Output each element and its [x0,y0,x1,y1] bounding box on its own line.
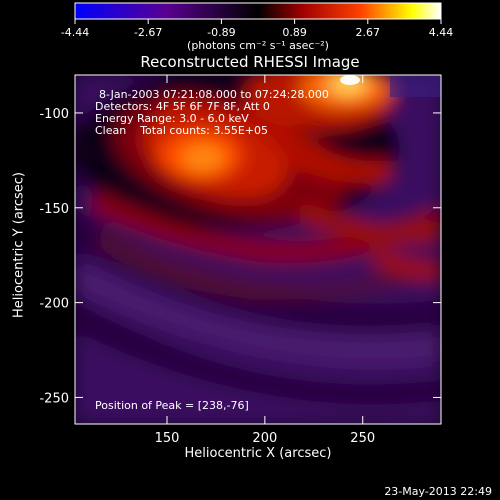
peak-annotation: Position of Peak = [238,-76] [95,399,249,412]
y-tick-label: -150 [39,202,69,217]
colorbar [74,2,442,20]
colorbar-tick-label: -4.44 [61,26,89,39]
y-tick-label: -100 [39,107,69,122]
energy-annotation: Energy Range: 3.0 - 6.0 keV [95,112,249,125]
x-tick-label: 200 [252,431,277,446]
colorbar-tick-label: 2.67 [356,26,381,39]
colorbar-tick-label: 0.89 [282,26,307,39]
chart-title: Reconstructed RHESSI Image [140,53,360,71]
y-axis-label: Heliocentric Y (arcsec) [11,172,27,318]
heatmap-image [75,75,441,424]
footer-timestamp: 23-May-2013 22:49 [384,485,492,498]
colorbar-tick-label: 4.44 [429,26,454,39]
colorbar-tick-label: -2.67 [134,26,162,39]
detectors-annotation: Detectors: 4F 5F 6F 7F 8F, Att 0 [95,100,270,113]
y-tick-label: -200 [39,297,69,312]
clean-annotation: Clean Total counts: 3.55E+05 [95,124,269,137]
colorbar-units: (photons cm⁻² s⁻¹ asec⁻²) [187,39,329,52]
time-range-annotation: 8-Jan-2003 07:21:08.000 to 07:24:28.000 [99,88,329,101]
plot-frame [74,74,442,425]
x-axis-label: Heliocentric X (arcsec) [184,446,332,461]
x-tick-label: 250 [350,431,375,446]
y-tick-label: -250 [39,391,69,406]
colorbar-tick-label: -0.89 [207,26,235,39]
x-tick-label: 150 [155,431,180,446]
